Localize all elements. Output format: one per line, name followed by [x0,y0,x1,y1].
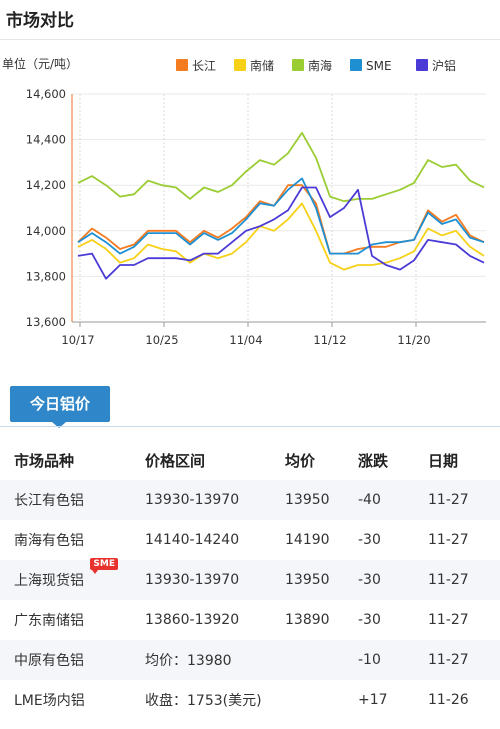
cell-date: 11-27 [428,560,500,600]
cell-market[interactable]: 上海现货铝 SME [0,558,145,600]
y-tick-label: 14,400 [26,133,66,147]
cell-market[interactable]: 长江有色铝 [0,480,145,520]
cell-range: 14140-14240 [145,532,240,548]
legend-swatch [292,59,304,71]
series-line-沪铝 [77,186,485,280]
legend-label: 沪铝 [432,58,456,73]
cell-market[interactable]: LME场内铝 [14,693,85,709]
col-header-change: 涨跌 [358,440,428,480]
y-tick-label: 14,600 [26,87,66,101]
series-line-南储 [77,202,485,271]
cell-avg: 14190 [285,532,330,548]
cell-date: 11-26 [428,692,469,708]
page-header: 市场对比 [0,0,500,40]
cell-change: -30 [358,560,428,600]
cell-date: 11-27 [428,640,500,680]
cell-change: -30 [358,612,381,628]
table-row[interactable]: 中原有色铝 均价：13980 -10 11-27 [0,640,500,680]
legend-swatch [176,59,188,71]
table-header-row: 市场品种 价格区间 均价 涨跌 日期 [0,440,500,480]
legend-swatch [416,59,428,71]
y-tick-label: 13,600 [26,315,66,329]
market-name: 上海现货铝 [14,573,84,589]
legend-swatch [234,59,246,71]
col-header-avg: 均价 [285,440,358,480]
x-tick-label: 10/17 [61,333,94,347]
cell-date: 11-27 [428,480,500,520]
table-row[interactable]: 上海现货铝 SME 13930-13970 13950 -30 11-27 [0,558,500,600]
market-name-wrap: 上海现货铝 SME [14,558,118,590]
cell-avg: 13890 [285,612,330,628]
x-tick-label: 10/25 [145,333,178,347]
legend-label: 南海 [308,58,332,73]
series-line-长江 [77,184,485,255]
y-tick-label: 14,000 [26,224,66,238]
legend-label: 南储 [250,58,274,73]
cell-change: -40 [358,480,428,520]
cell-avg: 13950 [285,480,358,520]
y-tick-label: 13,800 [26,269,66,283]
cell-range: 13930-13970 [145,480,285,520]
table-row[interactable]: 广东南储铝 13860-13920 13890 -30 11-27 [0,600,500,640]
page-title: 市场对比 [6,11,74,31]
y-tick-label: 14,200 [26,178,66,192]
cell-market[interactable]: 中原有色铝 [0,640,145,680]
price-table: 市场品种 价格区间 均价 涨跌 日期 长江有色铝 13930-13970 139… [0,440,500,720]
legend-label: 长江 [192,59,216,73]
table-row[interactable]: LME场内铝 收盘：1753(美元) +17 11-26 [0,680,500,720]
col-header-range: 价格区间 [145,440,285,480]
tab-pointer [52,422,66,428]
legend-swatch [350,59,362,71]
series-line-SME [77,177,485,255]
series-line-南海 [77,131,485,203]
cell-change: -10 [358,640,428,680]
cell-range: 13930-13970 [145,560,285,600]
price-comparison-chart: 单位（元/吨） 14,600 14,400 14,200 14,000 13,800 13,… [2,56,486,347]
cell-change: -30 [358,532,381,548]
cell-date: 11-27 [428,612,469,628]
legend-label: SME [366,59,392,73]
table-row[interactable]: 南海有色铝 14140-14240 14190 -30 11-27 [0,520,500,560]
x-tick-label: 11/20 [397,333,430,347]
cell-range: 收盘：1753(美元) [145,693,262,709]
cell-date: 11-27 [428,532,469,548]
cell-market[interactable]: 南海有色铝 [14,533,84,549]
y-axis-label: 单位（元/吨） [2,56,78,71]
table-row[interactable]: 长江有色铝 13930-13970 13950 -40 11-27 [0,480,500,520]
cell-change: +17 [358,692,388,708]
col-header-date: 日期 [428,440,500,480]
sme-badge: SME [90,558,118,574]
col-header-market: 市场品种 [0,440,145,480]
cell-market[interactable]: 广东南储铝 [14,613,84,629]
cell-range: 13860-13920 [145,612,240,628]
cell-range: 均价：13980 [145,640,358,680]
cell-avg: 13950 [285,560,358,600]
today-price-section-header: 今日铝价 [0,386,500,436]
section-divider [0,426,500,427]
tab-today-price[interactable]: 今日铝价 [10,386,110,422]
x-tick-label: 11/12 [313,333,346,347]
x-tick-label: 11/04 [229,333,262,347]
